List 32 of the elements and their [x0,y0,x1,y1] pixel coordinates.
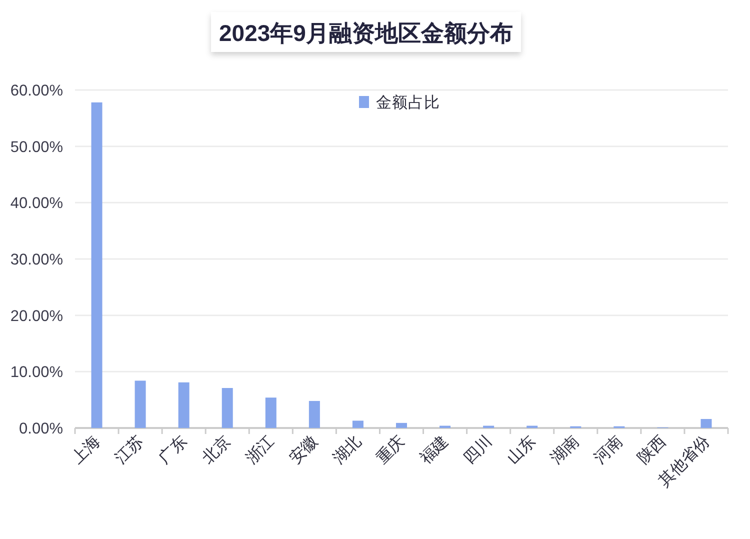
y-tick-label: 20.00% [10,308,64,325]
bar [308,400,320,428]
y-tick-label: 50.00% [10,138,64,156]
x-tick-label: 浙江 [242,432,278,468]
x-tick-label: 上海 [68,432,104,468]
y-tick-label: 10.00% [10,364,64,382]
x-tick-label: 安徽 [286,432,322,468]
bar [265,398,276,428]
bar [134,380,146,428]
bar [352,420,364,428]
chart-title: 2023年9月融资地区金额分布 [219,20,513,46]
x-tick-label: 福建 [416,432,452,468]
x-tick-label: 山东 [504,432,539,468]
y-tick-label: 60.00% [10,82,64,100]
x-tick-label: 陕西 [634,432,670,468]
bar [396,422,407,428]
x-tick-label: 湖北 [329,432,365,468]
x-tick-label: 北京 [198,432,234,468]
x-tick-label: 湖南 [547,432,582,468]
x-tick-label: 四川 [460,432,496,468]
x-tick-label: 广东 [155,432,191,468]
legend-label: 金额占比 [376,94,440,112]
x-tick-label: 河南 [590,432,626,468]
bar [178,382,190,428]
bar [222,388,233,428]
bar [700,418,712,428]
y-tick-label: 40.00% [10,195,64,212]
x-tick-label: 重庆 [372,432,408,468]
y-tick-label: 0.00% [19,420,64,438]
bar [91,102,102,428]
x-tick-label: 江苏 [112,432,148,468]
y-tick-label: 30.00% [10,252,64,268]
